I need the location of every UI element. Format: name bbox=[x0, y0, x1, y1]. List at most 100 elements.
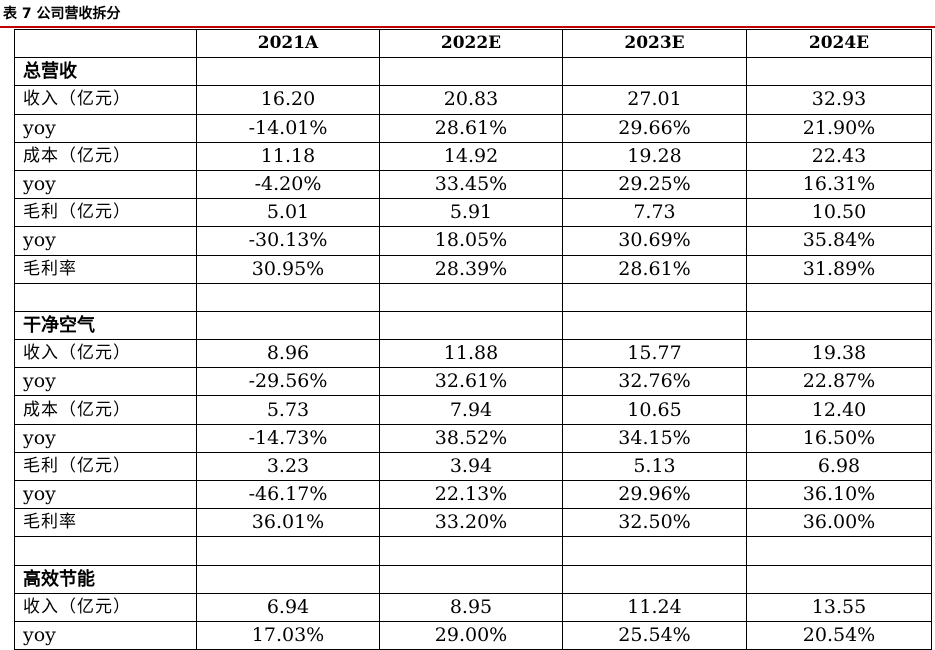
row-label: yoy bbox=[14, 226, 197, 256]
table-cell: 16.20 bbox=[196, 85, 380, 115]
table-cell: 11.24 bbox=[562, 592, 747, 622]
table-cell: 11.18 bbox=[196, 141, 380, 171]
table-cell: 30.95% bbox=[196, 254, 380, 284]
table-cell: 25.54% bbox=[562, 620, 747, 650]
table-cell bbox=[379, 57, 563, 87]
row-label: 收入（亿元） bbox=[14, 85, 197, 115]
table-cell: 32.76% bbox=[562, 367, 747, 397]
table-cell: 16.50% bbox=[746, 423, 932, 453]
table-body: 2021A 2022E 2023E 2024E 总营收 收入（亿元） 16.20 20.83 2… bbox=[14, 28, 932, 650]
table-cell: 5.13 bbox=[562, 451, 747, 482]
table-cell: -30.13% bbox=[196, 226, 380, 256]
row-label: yoy bbox=[14, 479, 197, 510]
table-cell: 29.96% bbox=[562, 479, 747, 510]
table-cell: 28.61% bbox=[379, 113, 563, 143]
table-cell: 12.40 bbox=[746, 395, 932, 425]
table-cell bbox=[196, 536, 380, 566]
table-cell: 38.52% bbox=[379, 423, 563, 453]
table-caption: 表 7 公司营收拆分 bbox=[3, 6, 121, 22]
table-cell: 32.61% bbox=[379, 367, 563, 397]
table-cell bbox=[379, 536, 563, 566]
table-row: yoy 17.03% 29.00% 25.54% 20.54% bbox=[14, 620, 932, 650]
table-cell bbox=[196, 57, 380, 87]
table-row: yoy -30.13% 18.05% 30.69% 35.84% bbox=[14, 226, 932, 256]
table-cell bbox=[562, 536, 747, 566]
header-year: 2021A bbox=[196, 28, 380, 59]
header-row: 2021A 2022E 2023E 2024E bbox=[14, 28, 932, 59]
row-label: 收入（亿元） bbox=[14, 592, 197, 622]
table-cell: 28.39% bbox=[379, 254, 563, 284]
row-label: 毛利（亿元） bbox=[14, 198, 197, 228]
row-label: 成本（亿元） bbox=[14, 141, 197, 171]
table-cell bbox=[562, 310, 747, 341]
table-cell: 20.83 bbox=[379, 85, 563, 115]
section-row: 干净空气 bbox=[14, 310, 932, 341]
table-cell: 22.13% bbox=[379, 479, 563, 510]
table-cell: 34.15% bbox=[562, 423, 747, 453]
table-cell bbox=[562, 282, 747, 312]
header-year: 2023E bbox=[562, 28, 747, 59]
row-label: 成本（亿元） bbox=[14, 395, 197, 425]
table-cell bbox=[746, 310, 932, 341]
table-cell bbox=[379, 564, 563, 594]
table-cell: 19.28 bbox=[562, 141, 747, 171]
table-row: yoy -29.56% 32.61% 32.76% 22.87% bbox=[14, 367, 932, 397]
table-cell: 29.00% bbox=[379, 620, 563, 650]
spacer-row bbox=[14, 282, 932, 312]
table-cell: 35.84% bbox=[746, 226, 932, 256]
table-row: yoy -14.01% 28.61% 29.66% 21.90% bbox=[14, 113, 932, 143]
row-label: 收入（亿元） bbox=[14, 339, 197, 369]
table-cell: 5.01 bbox=[196, 198, 380, 228]
table-cell: 8.95 bbox=[379, 592, 563, 622]
table-cell: 22.43 bbox=[746, 141, 932, 171]
table-cell: 29.66% bbox=[562, 113, 747, 143]
row-label: 毛利（亿元） bbox=[14, 451, 197, 482]
table-row: yoy -4.20% 33.45% 29.25% 16.31% bbox=[14, 169, 932, 200]
table-row: 收入（亿元） 16.20 20.83 27.01 32.93 bbox=[14, 85, 932, 115]
table-cell: 5.91 bbox=[379, 198, 563, 228]
table-cell: 32.93 bbox=[746, 85, 932, 115]
table-cell bbox=[562, 57, 747, 87]
row-label: yoy bbox=[14, 367, 197, 397]
table-cell: 30.69% bbox=[562, 226, 747, 256]
header-year: 2022E bbox=[379, 28, 563, 59]
section-row: 高效节能 bbox=[14, 564, 932, 594]
table-cell: 10.50 bbox=[746, 198, 932, 228]
table-cell bbox=[746, 282, 932, 312]
table-cell: 20.54% bbox=[746, 620, 932, 650]
table-cell: 13.55 bbox=[746, 592, 932, 622]
table-cell: 36.10% bbox=[746, 479, 932, 510]
table-cell: 6.98 bbox=[746, 451, 932, 482]
table-cell: -29.56% bbox=[196, 367, 380, 397]
table-cell: 14.92 bbox=[379, 141, 563, 171]
section-row: 总营收 bbox=[14, 57, 932, 87]
table-cell bbox=[562, 564, 747, 594]
caption-rule bbox=[0, 26, 935, 28]
table-cell bbox=[196, 310, 380, 341]
table-cell: 33.20% bbox=[379, 508, 563, 538]
table-cell: 19.38 bbox=[746, 339, 932, 369]
table-row: 毛利（亿元） 5.01 5.91 7.73 10.50 bbox=[14, 198, 932, 228]
table-row: 毛利率 30.95% 28.39% 28.61% 31.89% bbox=[14, 254, 932, 284]
table-cell bbox=[196, 282, 380, 312]
table-cell: 3.23 bbox=[196, 451, 380, 482]
table-cell: 29.25% bbox=[562, 169, 747, 200]
table-cell: 36.00% bbox=[746, 508, 932, 538]
table-cell: 33.45% bbox=[379, 169, 563, 200]
table-cell: 16.31% bbox=[746, 169, 932, 200]
row-label bbox=[14, 282, 197, 312]
table-cell: 10.65 bbox=[562, 395, 747, 425]
table-cell: 21.90% bbox=[746, 113, 932, 143]
table-cell: -14.73% bbox=[196, 423, 380, 453]
table-row: 毛利（亿元） 3.23 3.94 5.13 6.98 bbox=[14, 451, 932, 482]
table-cell: 7.73 bbox=[562, 198, 747, 228]
row-label: 高效节能 bbox=[14, 564, 197, 594]
table-cell: 3.94 bbox=[379, 451, 563, 482]
table-cell: 5.73 bbox=[196, 395, 380, 425]
spacer-row bbox=[14, 536, 932, 566]
table-cell: 18.05% bbox=[379, 226, 563, 256]
table-cell: 6.94 bbox=[196, 592, 380, 622]
row-label: yoy bbox=[14, 620, 197, 650]
table-cell bbox=[746, 564, 932, 594]
table-cell: 28.61% bbox=[562, 254, 747, 284]
